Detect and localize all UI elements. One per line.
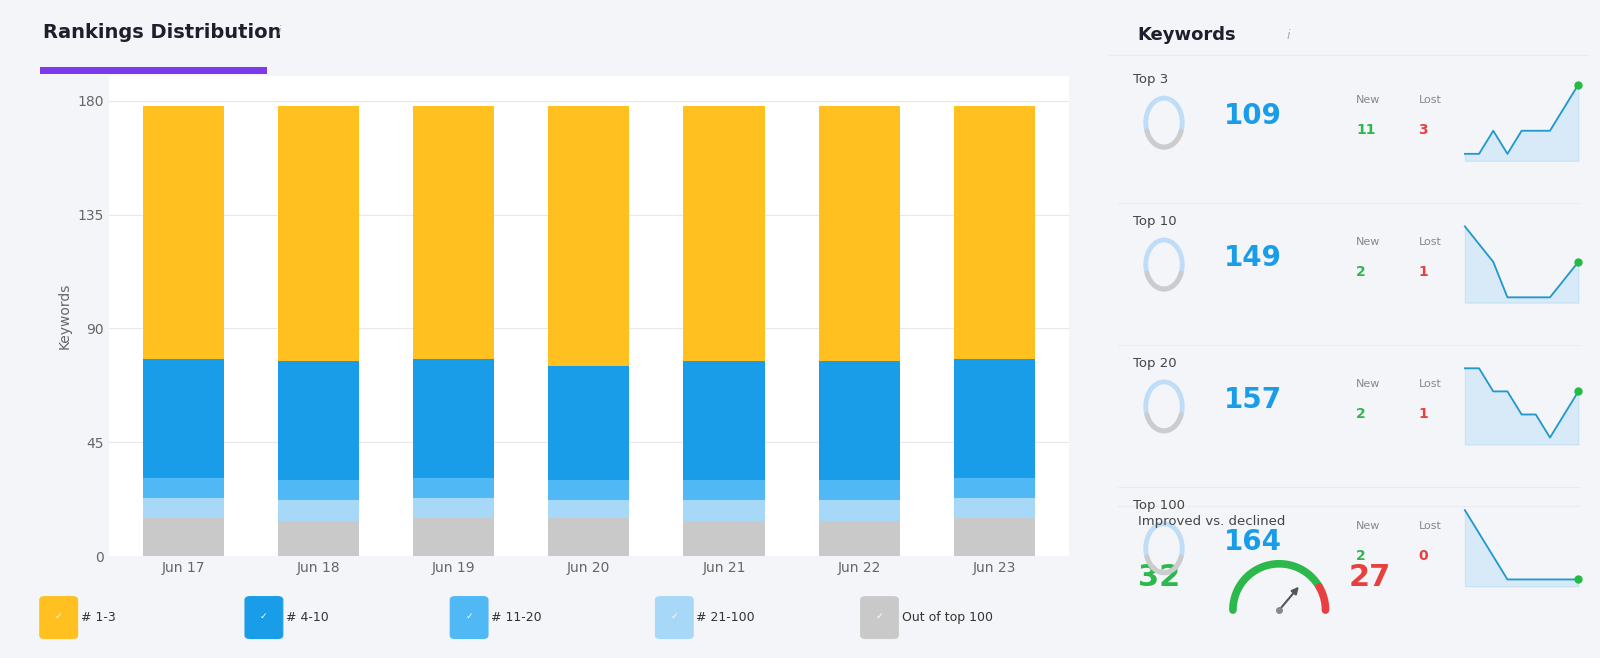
Bar bbox=[683, 106, 765, 361]
Text: ✓: ✓ bbox=[54, 611, 62, 620]
Bar bbox=[549, 480, 629, 500]
Bar bbox=[413, 359, 494, 478]
Bar bbox=[549, 500, 629, 518]
Text: # 11-20: # 11-20 bbox=[491, 611, 542, 624]
FancyBboxPatch shape bbox=[450, 597, 488, 638]
Bar bbox=[278, 520, 358, 556]
FancyBboxPatch shape bbox=[40, 597, 78, 638]
Text: 1: 1 bbox=[1418, 407, 1429, 421]
Text: 109: 109 bbox=[1224, 102, 1282, 130]
Text: 157: 157 bbox=[1224, 386, 1282, 414]
Bar bbox=[954, 498, 1035, 518]
Text: 2: 2 bbox=[1355, 549, 1366, 563]
Bar bbox=[278, 361, 358, 480]
Text: Lost: Lost bbox=[1418, 379, 1442, 389]
Text: # 21-100: # 21-100 bbox=[696, 611, 755, 624]
Text: ✓: ✓ bbox=[261, 611, 267, 620]
Bar bbox=[142, 106, 224, 359]
Bar bbox=[142, 359, 224, 478]
Bar bbox=[819, 500, 899, 520]
Text: New: New bbox=[1355, 95, 1381, 105]
Bar bbox=[142, 478, 224, 498]
FancyBboxPatch shape bbox=[861, 597, 899, 638]
FancyBboxPatch shape bbox=[245, 597, 283, 638]
Bar bbox=[413, 518, 494, 556]
Bar bbox=[142, 498, 224, 518]
Bar bbox=[40, 66, 267, 74]
Bar bbox=[413, 106, 494, 359]
Bar bbox=[278, 500, 358, 520]
Text: Keywords: Keywords bbox=[1138, 26, 1237, 44]
Text: New: New bbox=[1355, 520, 1381, 530]
Text: Lost: Lost bbox=[1418, 95, 1442, 105]
Text: 3: 3 bbox=[1418, 124, 1429, 138]
Y-axis label: Keywords: Keywords bbox=[58, 283, 72, 349]
Text: ✓: ✓ bbox=[466, 611, 474, 620]
Text: 0: 0 bbox=[1418, 549, 1429, 563]
Bar bbox=[683, 500, 765, 520]
Text: 2: 2 bbox=[1355, 265, 1366, 279]
Bar bbox=[954, 359, 1035, 478]
Text: ✓: ✓ bbox=[875, 611, 883, 620]
Bar bbox=[819, 480, 899, 500]
Text: 32: 32 bbox=[1138, 563, 1179, 592]
Text: Rankings Distribution: Rankings Distribution bbox=[43, 23, 282, 41]
Bar bbox=[278, 106, 358, 361]
Text: New: New bbox=[1355, 379, 1381, 389]
Bar bbox=[819, 106, 899, 361]
Bar bbox=[683, 520, 765, 556]
Text: 149: 149 bbox=[1224, 244, 1282, 272]
Bar bbox=[819, 520, 899, 556]
Bar bbox=[142, 518, 224, 556]
Bar bbox=[549, 518, 629, 556]
Text: i: i bbox=[277, 24, 282, 38]
Text: Improved vs. declined: Improved vs. declined bbox=[1138, 515, 1285, 528]
Text: Lost: Lost bbox=[1418, 237, 1442, 247]
FancyBboxPatch shape bbox=[656, 597, 693, 638]
Bar bbox=[413, 478, 494, 498]
Text: 2: 2 bbox=[1355, 407, 1366, 421]
Text: Top 3: Top 3 bbox=[1133, 73, 1168, 86]
Text: Lost: Lost bbox=[1418, 520, 1442, 530]
Bar bbox=[954, 518, 1035, 556]
Text: Out of top 100: Out of top 100 bbox=[902, 611, 992, 624]
Text: # 1-3: # 1-3 bbox=[82, 611, 115, 624]
Bar bbox=[954, 478, 1035, 498]
Text: ✓: ✓ bbox=[670, 611, 678, 620]
Bar bbox=[683, 480, 765, 500]
Bar bbox=[683, 361, 765, 480]
Text: 164: 164 bbox=[1224, 528, 1282, 556]
Text: Top 100: Top 100 bbox=[1133, 499, 1184, 511]
Text: New: New bbox=[1355, 237, 1381, 247]
Bar bbox=[954, 106, 1035, 359]
Text: 1: 1 bbox=[1418, 265, 1429, 279]
Text: Top 20: Top 20 bbox=[1133, 357, 1176, 370]
Text: Top 10: Top 10 bbox=[1133, 215, 1176, 228]
Bar bbox=[278, 480, 358, 500]
Bar bbox=[819, 361, 899, 480]
Text: # 4-10: # 4-10 bbox=[286, 611, 328, 624]
Bar bbox=[549, 106, 629, 367]
Bar bbox=[549, 367, 629, 480]
Bar bbox=[413, 498, 494, 518]
Text: 11: 11 bbox=[1355, 124, 1376, 138]
Text: i: i bbox=[1286, 28, 1290, 41]
Text: 27: 27 bbox=[1349, 563, 1390, 592]
